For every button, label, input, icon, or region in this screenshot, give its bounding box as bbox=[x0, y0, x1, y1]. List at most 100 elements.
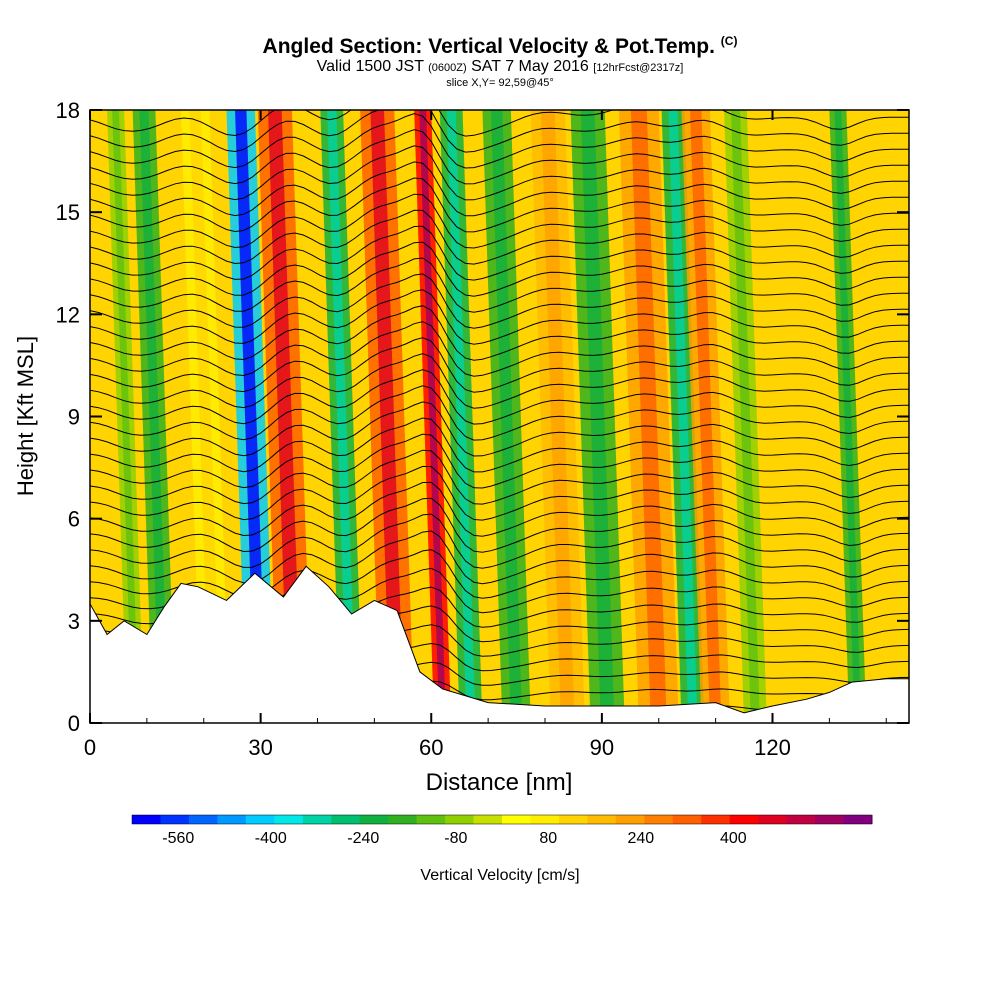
colorbar-swatch-8 bbox=[359, 815, 389, 824]
isentrope-8 bbox=[90, 549, 909, 599]
colorbar-tick-1: -400 bbox=[255, 830, 287, 847]
colorbar-swatch-15 bbox=[558, 815, 588, 824]
colorbar-swatch-23 bbox=[786, 815, 816, 824]
colorbar-swatch-4 bbox=[245, 815, 275, 824]
terrain-mask bbox=[89, 565, 910, 724]
colorbar-swatch-17 bbox=[615, 815, 645, 824]
colorbar-swatch-19 bbox=[672, 815, 702, 824]
colorbar-swatch-20 bbox=[701, 815, 731, 824]
isentrope-30 bbox=[90, 193, 909, 249]
forecast-info: [12hrFcst@2317z] bbox=[593, 62, 684, 74]
x-tick-label-90: 90 bbox=[590, 735, 614, 760]
valid-date: SAT 7 May 2016 bbox=[471, 58, 589, 75]
isentrope-10 bbox=[90, 513, 909, 569]
isentrope-13 bbox=[90, 465, 909, 521]
colorbar-swatch-0 bbox=[132, 815, 161, 824]
colorbar-swatch-10 bbox=[416, 815, 446, 824]
isentrope-32 bbox=[90, 161, 909, 217]
colorbar-tick-6: 400 bbox=[720, 830, 747, 847]
valid-zulu: (0600Z) bbox=[428, 62, 467, 74]
colorbar-swatch-16 bbox=[587, 815, 617, 824]
isentrope-24 bbox=[90, 289, 909, 345]
y-tick-label-18: 18 bbox=[56, 98, 80, 123]
isentrope-12 bbox=[90, 481, 909, 537]
isentrope-9 bbox=[90, 530, 909, 585]
velocity-core-16 bbox=[834, 110, 862, 723]
slice-info: slice X,Y= 92,59@45° bbox=[446, 77, 554, 89]
colorbar-swatch-24 bbox=[815, 815, 845, 824]
velocity-core-7 bbox=[419, 110, 447, 723]
colorbar-swatch-2 bbox=[188, 815, 218, 824]
colorbar-swatch-5 bbox=[274, 815, 304, 824]
velocity-core-4 bbox=[268, 110, 302, 723]
x-tick-label-120: 120 bbox=[754, 735, 791, 760]
colorbar-swatch-13 bbox=[502, 815, 531, 824]
isentrope-27 bbox=[90, 241, 909, 297]
isentrope-20 bbox=[90, 353, 909, 409]
isentrope-29 bbox=[90, 209, 909, 265]
colorbar-tick-2: -240 bbox=[347, 830, 379, 847]
y-tick-label-3: 3 bbox=[68, 609, 80, 634]
isentrope-17 bbox=[90, 401, 909, 457]
isentrope-21 bbox=[90, 337, 909, 393]
isentrope-25 bbox=[90, 273, 909, 329]
isentrope-11 bbox=[90, 497, 909, 553]
colorbar-swatch-1 bbox=[160, 815, 190, 824]
colorbar-swatch-12 bbox=[473, 815, 503, 824]
isentrope-18 bbox=[90, 385, 909, 441]
colorbar-tick-5: 240 bbox=[627, 830, 654, 847]
colorbar-frame bbox=[131, 814, 873, 825]
isentrope-15 bbox=[90, 433, 909, 489]
colorbar-tick-0: -560 bbox=[162, 830, 194, 847]
chart-title: Angled Section: Vertical Velocity & Pot.… bbox=[0, 34, 1000, 59]
velocity-bands bbox=[107, 110, 867, 723]
y-tick-label-15: 15 bbox=[56, 200, 80, 225]
colorbar-tick-3: -80 bbox=[444, 830, 467, 847]
colorbar-swatch-21 bbox=[729, 815, 759, 824]
isentrope-26 bbox=[90, 257, 909, 313]
isentrope-33 bbox=[90, 145, 909, 201]
colorbar-swatch-9 bbox=[388, 815, 418, 824]
isentrope-28 bbox=[90, 225, 909, 281]
chart-subtitle: Valid 1500 JST (0600Z) SAT 7 May 2016 [1… bbox=[0, 58, 1000, 76]
colorbar-swatch-7 bbox=[331, 815, 361, 824]
y-tick-label-12: 12 bbox=[56, 302, 80, 327]
y-axis-ticks: 0 3 6 9 12 15 18 bbox=[56, 98, 909, 736]
velocity-core-1 bbox=[139, 110, 169, 723]
isentrope-36 bbox=[90, 110, 909, 153]
velocity-core-13 bbox=[668, 110, 698, 723]
colorbar-swatch-14 bbox=[530, 815, 560, 824]
terrain bbox=[89, 565, 910, 724]
colorbar-swatch-25 bbox=[843, 815, 873, 824]
isentrope-22 bbox=[90, 321, 909, 377]
isentrope-31 bbox=[90, 177, 909, 233]
colorbar-swatch-22 bbox=[758, 815, 788, 824]
velocity-core-15 bbox=[730, 110, 760, 723]
isentrope-34 bbox=[90, 129, 909, 185]
colorbar-swatch-18 bbox=[644, 815, 674, 824]
colorbar-swatch-11 bbox=[445, 815, 475, 824]
isentrope-19 bbox=[90, 369, 909, 425]
x-tick-label-0: 0 bbox=[84, 735, 96, 760]
velocity-core-11 bbox=[580, 110, 615, 723]
velocity-core-6 bbox=[370, 110, 404, 723]
isentrope-14 bbox=[90, 449, 909, 505]
y-tick-label-6: 6 bbox=[68, 507, 80, 532]
colorbar bbox=[131, 814, 873, 825]
isentrope-16 bbox=[90, 417, 909, 473]
isentrope-23 bbox=[90, 305, 909, 361]
velocity-core-12 bbox=[630, 110, 667, 723]
colorbar-swatch-6 bbox=[302, 815, 332, 824]
colorbar-tick-labels: -560 -400 -240 -80 80 240 400 bbox=[162, 830, 746, 847]
y-tick-label-0: 0 bbox=[68, 711, 80, 736]
x-axis-label: Distance [nm] bbox=[426, 769, 573, 796]
chart-title-suffix: (C) bbox=[720, 34, 738, 48]
colorbar-tick-4: 80 bbox=[539, 830, 557, 847]
x-tick-label-30: 30 bbox=[248, 735, 272, 760]
isentrope-35 bbox=[90, 113, 909, 169]
x-tick-label-60: 60 bbox=[419, 735, 443, 760]
valid-time: Valid 1500 JST bbox=[316, 58, 424, 75]
y-tick-label-9: 9 bbox=[68, 405, 80, 430]
colorbar-label: Vertical Velocity [cm/s] bbox=[420, 867, 579, 884]
